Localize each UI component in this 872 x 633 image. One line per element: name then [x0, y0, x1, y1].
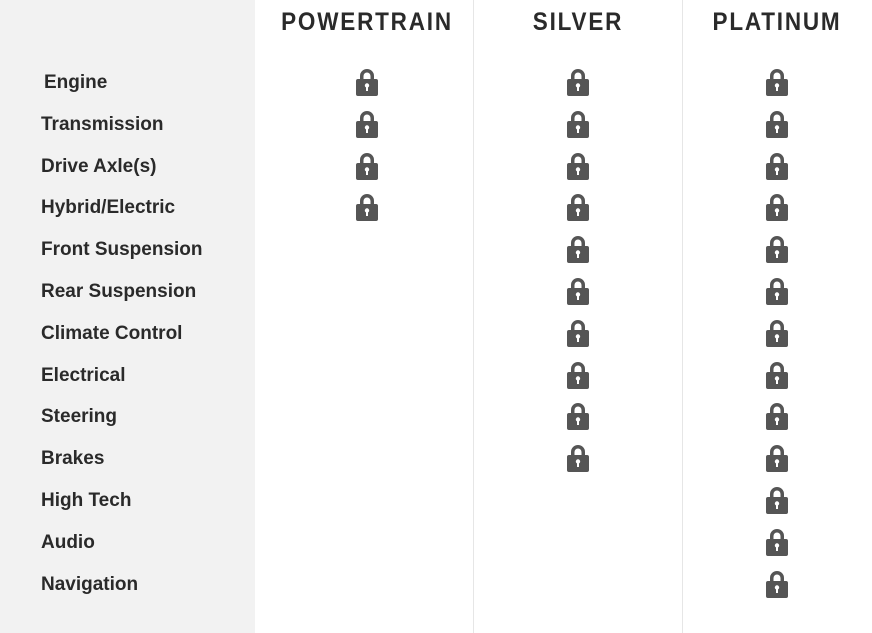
lock-icon	[566, 442, 590, 473]
lock-icon	[566, 400, 590, 431]
column-header-powertrain: POWERTRAIN	[281, 8, 453, 36]
feature-label: Drive Axle(s)	[41, 155, 157, 177]
lock-icon	[765, 275, 789, 305]
lock-icon	[765, 66, 789, 96]
feature-label: Engine	[44, 72, 108, 93]
column-divider	[682, 0, 683, 633]
feature-label: Electrical	[41, 364, 126, 386]
lock-icon	[765, 150, 789, 180]
lock-icon	[355, 150, 379, 180]
lock-icon	[355, 108, 379, 138]
lock-icon	[765, 108, 789, 138]
feature-label: Rear Suspension	[41, 281, 197, 302]
column-divider	[473, 0, 474, 633]
lock-icon	[566, 108, 590, 138]
lock-icon	[765, 233, 789, 264]
lock-icon	[765, 191, 789, 222]
column-header-silver: SILVER	[532, 8, 624, 36]
lock-icon	[765, 526, 789, 556]
feature-sidebar	[0, 0, 255, 633]
lock-icon	[566, 66, 590, 96]
lock-icon	[355, 66, 379, 96]
feature-label: Audio	[41, 531, 95, 553]
column-header-platinum: PLATINUM	[712, 8, 842, 36]
feature-label: Navigation	[41, 573, 139, 595]
lock-icon	[765, 400, 789, 431]
lock-icon	[765, 442, 789, 473]
lock-icon	[566, 317, 590, 347]
lock-icon	[765, 568, 789, 598]
lock-icon	[566, 233, 590, 264]
lock-icon	[355, 191, 379, 222]
lock-icon	[566, 191, 590, 222]
lock-icon	[566, 359, 590, 389]
lock-icon	[765, 484, 789, 514]
feature-label: Steering	[41, 406, 118, 428]
feature-label: Climate Control	[41, 322, 183, 344]
feature-label: Front Suspension	[41, 239, 203, 261]
feature-label: Brakes	[41, 448, 105, 470]
feature-label: Transmission	[41, 113, 164, 135]
lock-icon	[765, 359, 789, 389]
feature-label: High Tech	[41, 490, 132, 511]
feature-label: Hybrid/Electric	[41, 197, 176, 219]
lock-icon	[566, 275, 590, 305]
lock-icon	[765, 317, 789, 347]
lock-icon	[566, 150, 590, 180]
